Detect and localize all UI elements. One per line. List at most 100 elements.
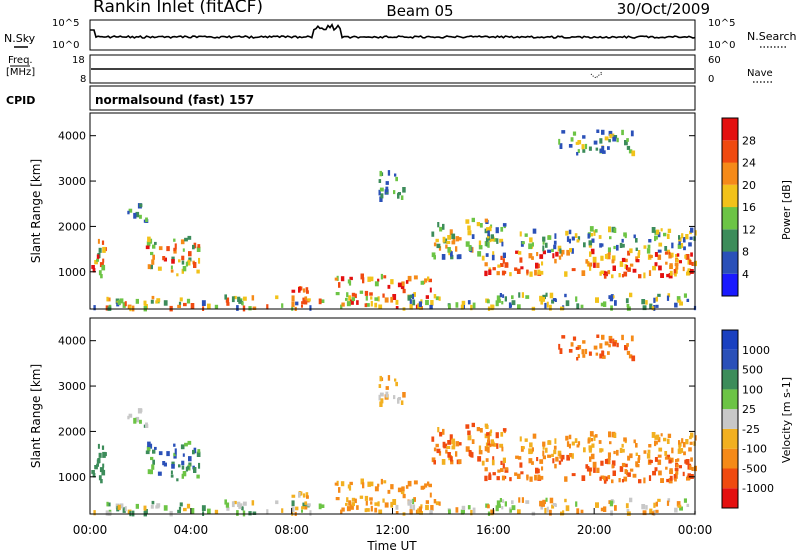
power-cell	[438, 246, 442, 251]
velocity-cell	[602, 355, 606, 359]
power-cell	[501, 241, 504, 247]
power-cell	[374, 302, 378, 308]
velocity-cell	[186, 503, 191, 509]
power-cell	[613, 245, 616, 250]
power-cell	[668, 273, 673, 279]
power-cell	[490, 304, 495, 310]
power-cell	[291, 289, 296, 293]
velocity-cell	[157, 471, 162, 476]
colorbar-swatch	[722, 229, 738, 252]
noise-right-tick-bottom: 10^0	[708, 40, 735, 51]
velocity-cell	[152, 459, 155, 465]
velocity-cell	[351, 502, 355, 507]
power-cell	[654, 235, 658, 240]
velocity-cell	[248, 511, 252, 516]
velocity-cell	[590, 453, 595, 460]
power-cell	[302, 297, 306, 303]
power-cell	[592, 256, 597, 263]
velocity-cell	[641, 504, 646, 510]
velocity-cell	[450, 459, 454, 465]
power-cell	[502, 252, 506, 258]
velocity-cell	[387, 489, 391, 494]
power-cell	[496, 295, 501, 301]
power-cell	[629, 263, 634, 267]
velocity-cell	[502, 428, 507, 432]
power-cell	[626, 145, 631, 150]
power-cell	[497, 299, 501, 303]
power-cell	[427, 276, 430, 281]
noise-left-tick-top: 10^5	[52, 18, 79, 29]
power-cell	[664, 246, 668, 251]
power-cell	[603, 270, 606, 276]
colorbar-swatch	[722, 349, 738, 370]
power-panel-frame	[89, 112, 696, 310]
power-cell	[625, 265, 629, 271]
velocity-cell	[679, 506, 683, 511]
velocity-cell	[524, 438, 528, 442]
power-cell	[143, 219, 146, 223]
power-cell	[395, 299, 399, 305]
power-cell	[96, 258, 99, 262]
power-cell	[504, 296, 507, 302]
velocity-cell	[151, 464, 155, 470]
velocity-cell	[188, 462, 192, 467]
power-cell	[594, 229, 598, 233]
velocity-heatmap	[91, 334, 697, 517]
velocity-cell	[435, 501, 440, 506]
velocity-cell	[504, 468, 509, 473]
velocity-cell	[537, 468, 540, 474]
power-cell	[515, 250, 519, 254]
power-cell	[151, 295, 155, 300]
velocity-cell	[484, 467, 488, 472]
velocity-cell	[145, 422, 148, 428]
velocity-cell	[571, 453, 574, 459]
power-cell	[599, 243, 603, 248]
power-cell	[638, 274, 642, 279]
colorbar-tick-label: -1000	[742, 482, 774, 495]
velocity-cell	[451, 445, 456, 450]
velocity-cell	[395, 381, 398, 387]
power-cell	[493, 238, 497, 242]
power-cell	[378, 304, 383, 310]
power-cell	[622, 243, 625, 248]
velocity-cell	[374, 486, 379, 492]
velocity-cell	[143, 505, 147, 511]
velocity-cell	[531, 449, 534, 454]
power-cell	[451, 233, 456, 240]
velocity-cell	[624, 345, 628, 351]
power-cell	[395, 306, 399, 310]
power-cell	[638, 250, 641, 255]
power-cell	[568, 238, 571, 244]
velocity-cell	[266, 509, 269, 515]
power-cell	[400, 286, 405, 290]
colorbar-swatch	[722, 428, 738, 449]
velocity-cell	[489, 443, 492, 448]
power-cell	[593, 262, 596, 268]
velocity-cell	[397, 487, 402, 493]
velocity-cell	[599, 353, 602, 358]
velocity-cell	[374, 502, 379, 506]
velocity-cell	[435, 443, 439, 448]
velocity-cell	[683, 498, 687, 503]
power-cell	[649, 254, 653, 259]
power-cell	[177, 304, 181, 308]
power-cell	[678, 260, 682, 264]
power-cell	[621, 238, 624, 243]
velocity-cell	[394, 378, 397, 382]
power-cell	[524, 233, 528, 237]
velocity-cell	[291, 500, 295, 507]
velocity-cell	[669, 475, 673, 481]
power-cell	[233, 295, 237, 300]
velocity-cell	[431, 436, 435, 442]
noise-left-label: N.Sky	[4, 32, 36, 45]
power-cell	[642, 305, 647, 311]
velocity-cell	[576, 508, 580, 514]
velocity-cell	[619, 447, 623, 453]
velocity-cell	[198, 462, 201, 469]
power-cell	[402, 187, 406, 193]
velocity-cell	[380, 398, 384, 404]
power-cell	[395, 176, 398, 182]
power-cell	[551, 299, 555, 304]
power-cell	[542, 236, 546, 242]
power-cell	[150, 264, 153, 270]
